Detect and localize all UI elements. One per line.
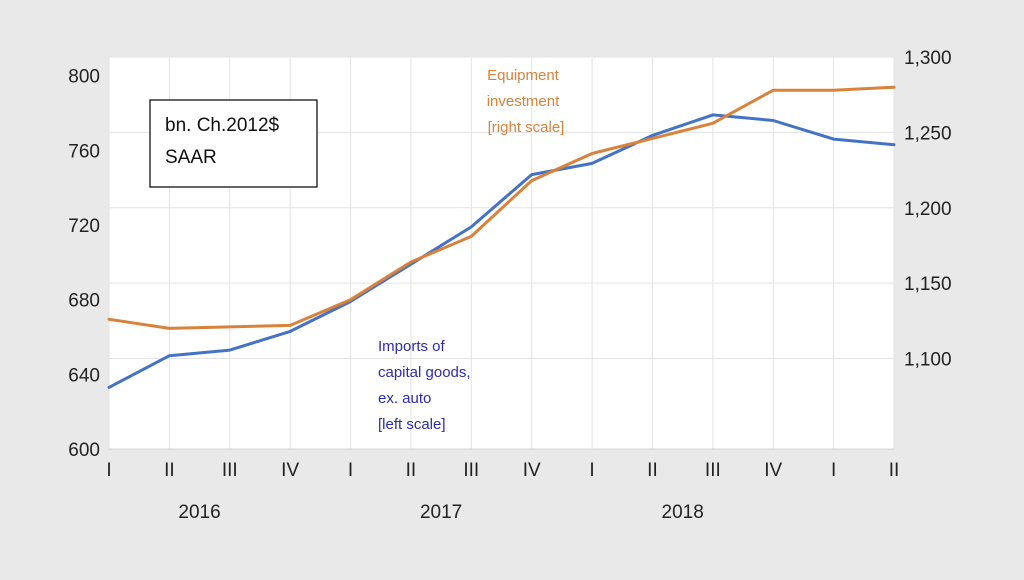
equipment-annotation-line-1: Equipment <box>487 67 560 84</box>
equipment-annotation-line-3: [right scale] <box>488 119 565 136</box>
x-axis-tick-label: IV <box>764 460 782 481</box>
right-axis-tick-label: 1,200 <box>904 199 952 220</box>
equipment-investment-line <box>107 85 896 330</box>
x-axis-tick-label: II <box>164 460 175 481</box>
x-axis-tick-label: II <box>406 460 417 481</box>
imports-annotation-line-2: capital goods, <box>378 364 471 381</box>
x-axis-tick-label: II <box>889 460 900 481</box>
year-label: 2018 <box>662 502 704 523</box>
left-axis-tick-label: 640 <box>68 365 100 386</box>
units-box: bn. Ch.2012$ SAAR <box>149 99 318 188</box>
left-axis-tick-label: 800 <box>68 67 100 88</box>
imports-capital-goods-line <box>107 113 896 389</box>
right-axis-tick-label: 1,150 <box>904 274 952 295</box>
series-layer <box>107 85 896 389</box>
right-axis-ticks: 1,100 1,150 1,200 1,250 1,300 <box>904 48 952 371</box>
units-box-line-2: SAAR <box>165 147 217 168</box>
left-axis-tick-label: 600 <box>68 440 100 461</box>
left-axis-ticks: 600 640 680 720 760 800 <box>68 67 100 461</box>
x-axis-tick-label: III <box>222 460 238 481</box>
x-axis-tick-label: IV <box>281 460 299 481</box>
equipment-annotation-line-2: investment <box>487 93 560 110</box>
units-box-line-1: bn. Ch.2012$ <box>165 115 280 136</box>
year-labels: 2016 2017 2018 <box>178 502 703 523</box>
x-axis-tick-label: II <box>647 460 658 481</box>
left-axis-tick-label: 720 <box>68 216 100 237</box>
x-axis-tick-label: III <box>463 460 479 481</box>
x-axis-tick-label: I <box>589 460 594 481</box>
year-label: 2017 <box>420 502 462 523</box>
imports-annotation-line-3: ex. auto <box>378 390 431 407</box>
x-axis-tick-label: I <box>831 460 836 481</box>
year-label: 2016 <box>178 502 220 523</box>
x-axis-tick-label: I <box>106 460 111 481</box>
right-axis-tick-label: 1,300 <box>904 48 952 69</box>
right-axis-tick-label: 1,100 <box>904 350 952 371</box>
imports-annotation-line-4: [left scale] <box>378 416 446 433</box>
x-axis-tick-label: IV <box>523 460 541 481</box>
x-axis-tick-label: III <box>705 460 721 481</box>
x-axis-tick-label: I <box>348 460 353 481</box>
units-box-frame <box>149 99 318 188</box>
left-axis-tick-label: 680 <box>68 291 100 312</box>
equipment-annotation: Equipment investment [right scale] <box>487 67 565 136</box>
left-axis-tick-label: 760 <box>68 141 100 162</box>
right-axis-tick-label: 1,250 <box>904 123 952 144</box>
imports-annotation-line-1: Imports of <box>378 338 446 355</box>
x-axis-ticks: I II III IV I II III IV I II III IV I II <box>106 460 899 481</box>
imports-annotation: Imports of capital goods, ex. auto [left… <box>378 338 471 433</box>
